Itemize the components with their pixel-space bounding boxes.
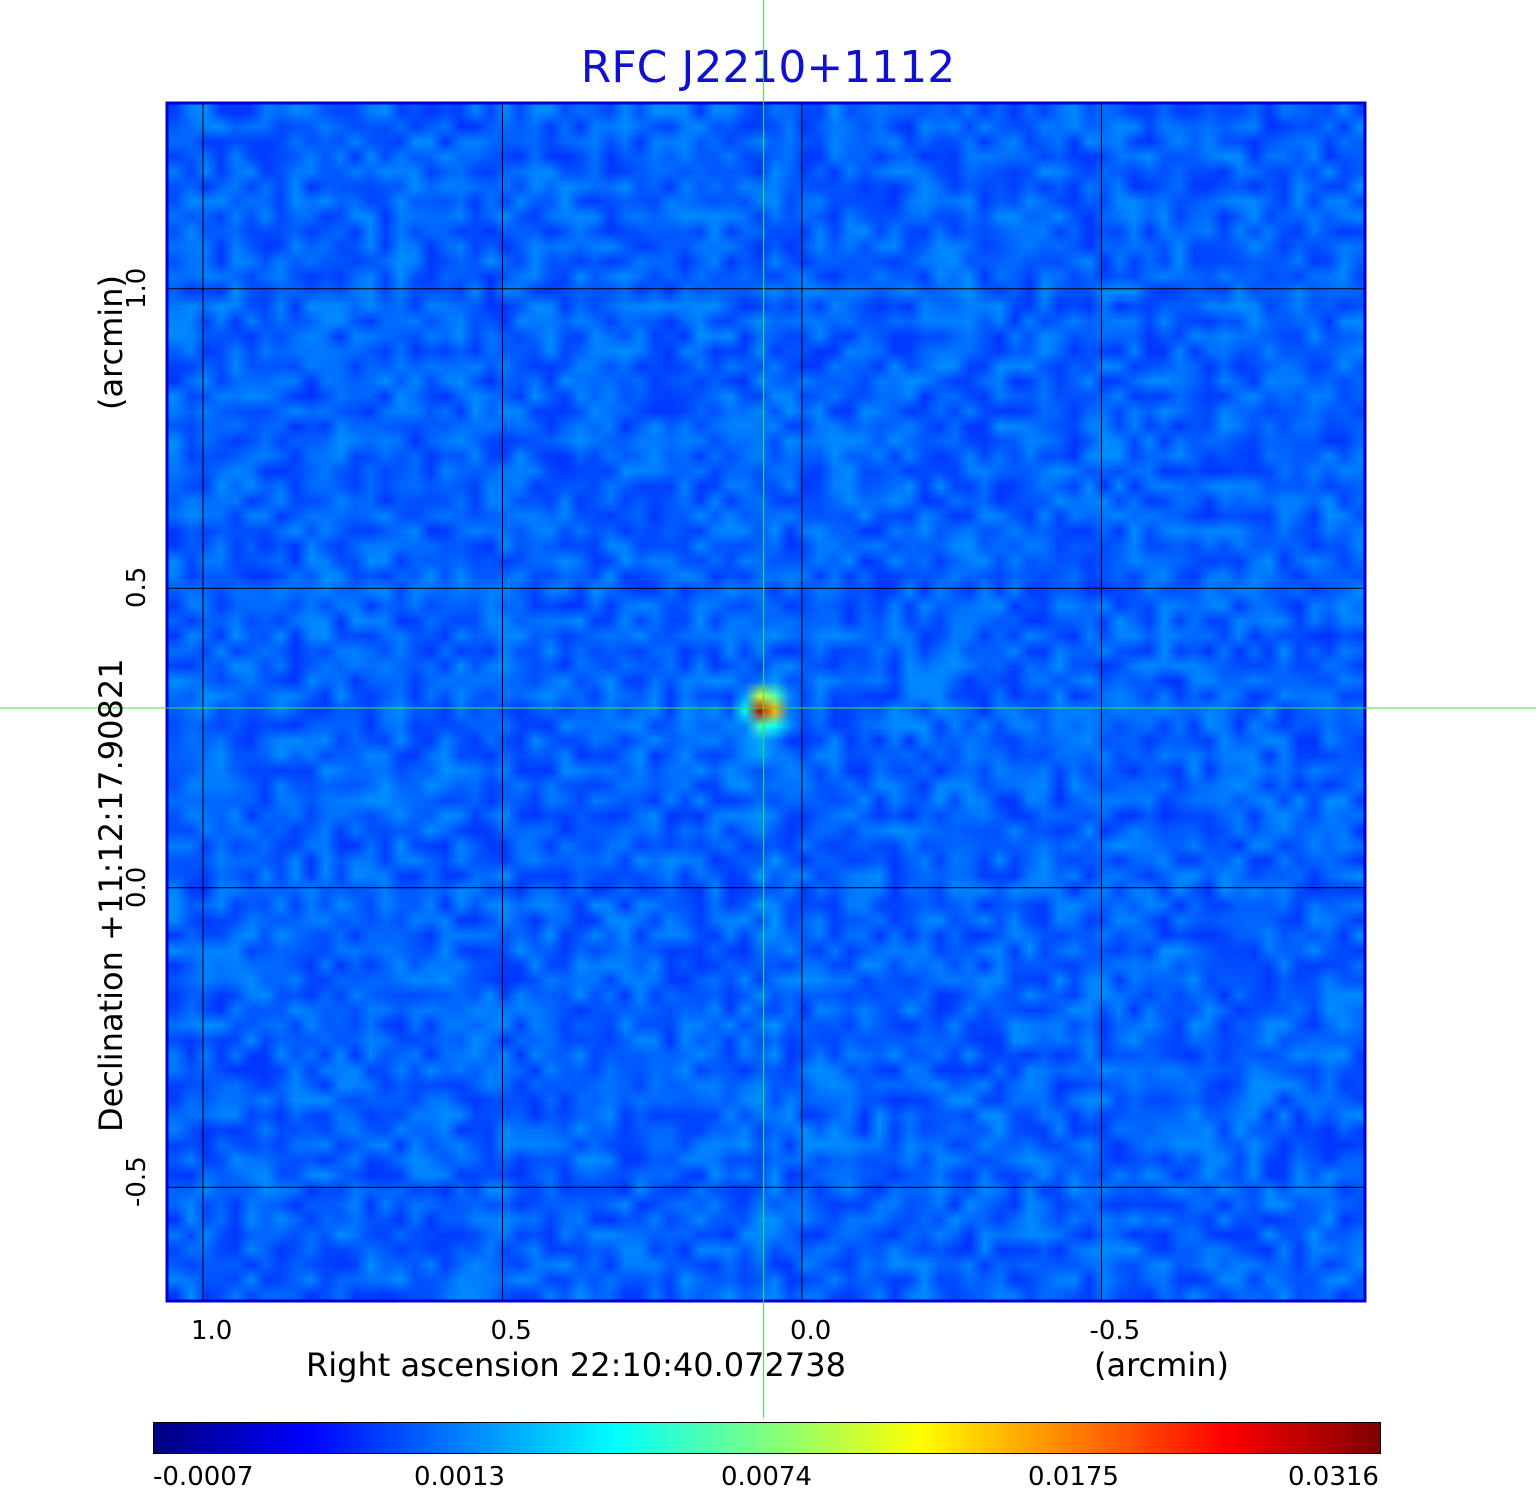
x-tick-label: 0.5 bbox=[490, 1316, 532, 1346]
y-axis-unit: (arcmin) bbox=[92, 275, 130, 410]
x-tick-label: 1.0 bbox=[190, 1316, 233, 1346]
x-axis-label: Right ascension 22:10:40.072738 bbox=[306, 1346, 846, 1384]
colorbar-tick-label: 0.0074 bbox=[721, 1462, 812, 1492]
grid-lines bbox=[167, 103, 1365, 1301]
colorbar-tick-label: 0.0175 bbox=[1028, 1462, 1119, 1492]
x-tick-label: -0.5 bbox=[1089, 1316, 1141, 1346]
y-axis-label: Declination +11:12:17.90821 bbox=[92, 658, 130, 1132]
colorbar-tick-label: 0.0316 bbox=[1288, 1462, 1379, 1492]
plot-frame bbox=[165, 101, 1367, 1303]
y-tick-label: 0.5 bbox=[122, 566, 152, 609]
y-tick-label: -0.5 bbox=[122, 1156, 152, 1208]
colorbar-tick-label: 0.0013 bbox=[414, 1462, 505, 1492]
colorbar-tick-label: -0.0007 bbox=[153, 1462, 254, 1492]
x-axis-unit: (arcmin) bbox=[1094, 1346, 1229, 1384]
x-tick-label: 0.0 bbox=[789, 1316, 832, 1346]
crosshair bbox=[0, 0, 1536, 1418]
chart-title: RFC J2210+1112 bbox=[580, 42, 956, 93]
colorbar bbox=[153, 1422, 1381, 1454]
image-heatmap bbox=[168, 104, 1366, 1302]
